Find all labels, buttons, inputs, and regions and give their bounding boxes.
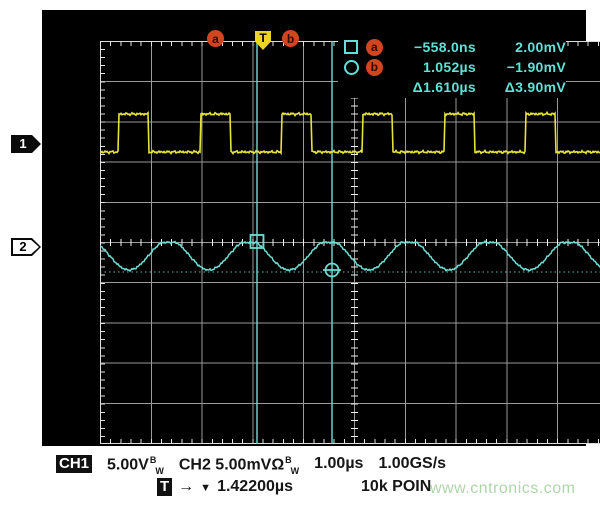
cursor-b-time: 1.052µs	[423, 59, 476, 75]
ch1-square-wave-trace	[100, 110, 600, 156]
trigger-level-icon: ▼	[200, 482, 212, 494]
cursor-delta-time: Δ1.610µs	[412, 79, 476, 95]
trigger-position-icon: T	[255, 31, 271, 50]
ch2-scale: CH2 5.00mVΩBW	[178, 455, 300, 476]
ch1-scale: 5.00VBW	[107, 455, 164, 476]
trigger-time-readout: 1.42200µs	[217, 478, 294, 495]
watermark: www.cntronics.com	[430, 480, 576, 497]
cursor-a-time: −558.0ns	[414, 39, 476, 55]
cursor-markers	[249, 234, 341, 278]
bandwidth-limit-icon: B	[149, 455, 157, 465]
cursor-b-circle-marker	[324, 262, 340, 278]
channel1-marker-label: 1	[19, 136, 27, 151]
cursor-a-square-icon	[344, 40, 358, 54]
channel2-ground-marker: 2	[11, 238, 41, 256]
cursor-a-voltage: 2.00mV	[515, 39, 566, 55]
cursor-a-square-marker	[249, 234, 265, 249]
graticule-ticks-center-horizontal	[100, 239, 600, 246]
graticule-ticks-bottom	[100, 439, 600, 444]
channel1-ground-marker: 1	[11, 135, 41, 153]
cursor-readout-panel: a −558.0ns 2.00mV b 1.052µs −1.90mV Δ1.6…	[338, 37, 566, 98]
cursor-delta-voltage: Δ3.90mV	[504, 79, 566, 95]
cursor-b-badge: b	[366, 58, 383, 76]
graticule-ticks-center-vertical	[351, 41, 358, 444]
channel2-arrow-fill	[13, 240, 39, 254]
ch2-sine-wave-trace	[100, 239, 600, 273]
channel2-marker-label: 2	[19, 239, 27, 254]
bandwidth-limit-icon: B	[285, 455, 292, 465]
graticule	[100, 41, 600, 444]
ch1-badge: CH1	[56, 455, 93, 473]
status-bar-scales: CH1 5.00VBW CH2 5.00mVΩBW 1.00µs 1.00GS/…	[56, 455, 446, 476]
timebase-readout: 1.00µs	[314, 455, 364, 472]
status-bar-trigger: T → ▼ 1.42200µs 10k POIN	[157, 478, 431, 498]
cursor-b-top-badge: b	[282, 30, 299, 47]
trigger-arrow-icon: →	[178, 478, 195, 495]
cursor-b-voltage: −1.90mV	[506, 59, 566, 75]
cursor-a-badge: a	[366, 38, 383, 56]
cursor-a-top-badge: a	[207, 30, 224, 47]
waveform-canvas	[100, 41, 600, 444]
cursor-b-circle-icon	[344, 59, 359, 75]
channel1-arrow-icon	[11, 135, 41, 153]
trigger-badge: T	[157, 478, 173, 496]
samplerate-readout: 1.00GS/s	[378, 455, 447, 472]
record-length-readout: 10k POIN	[361, 478, 432, 495]
